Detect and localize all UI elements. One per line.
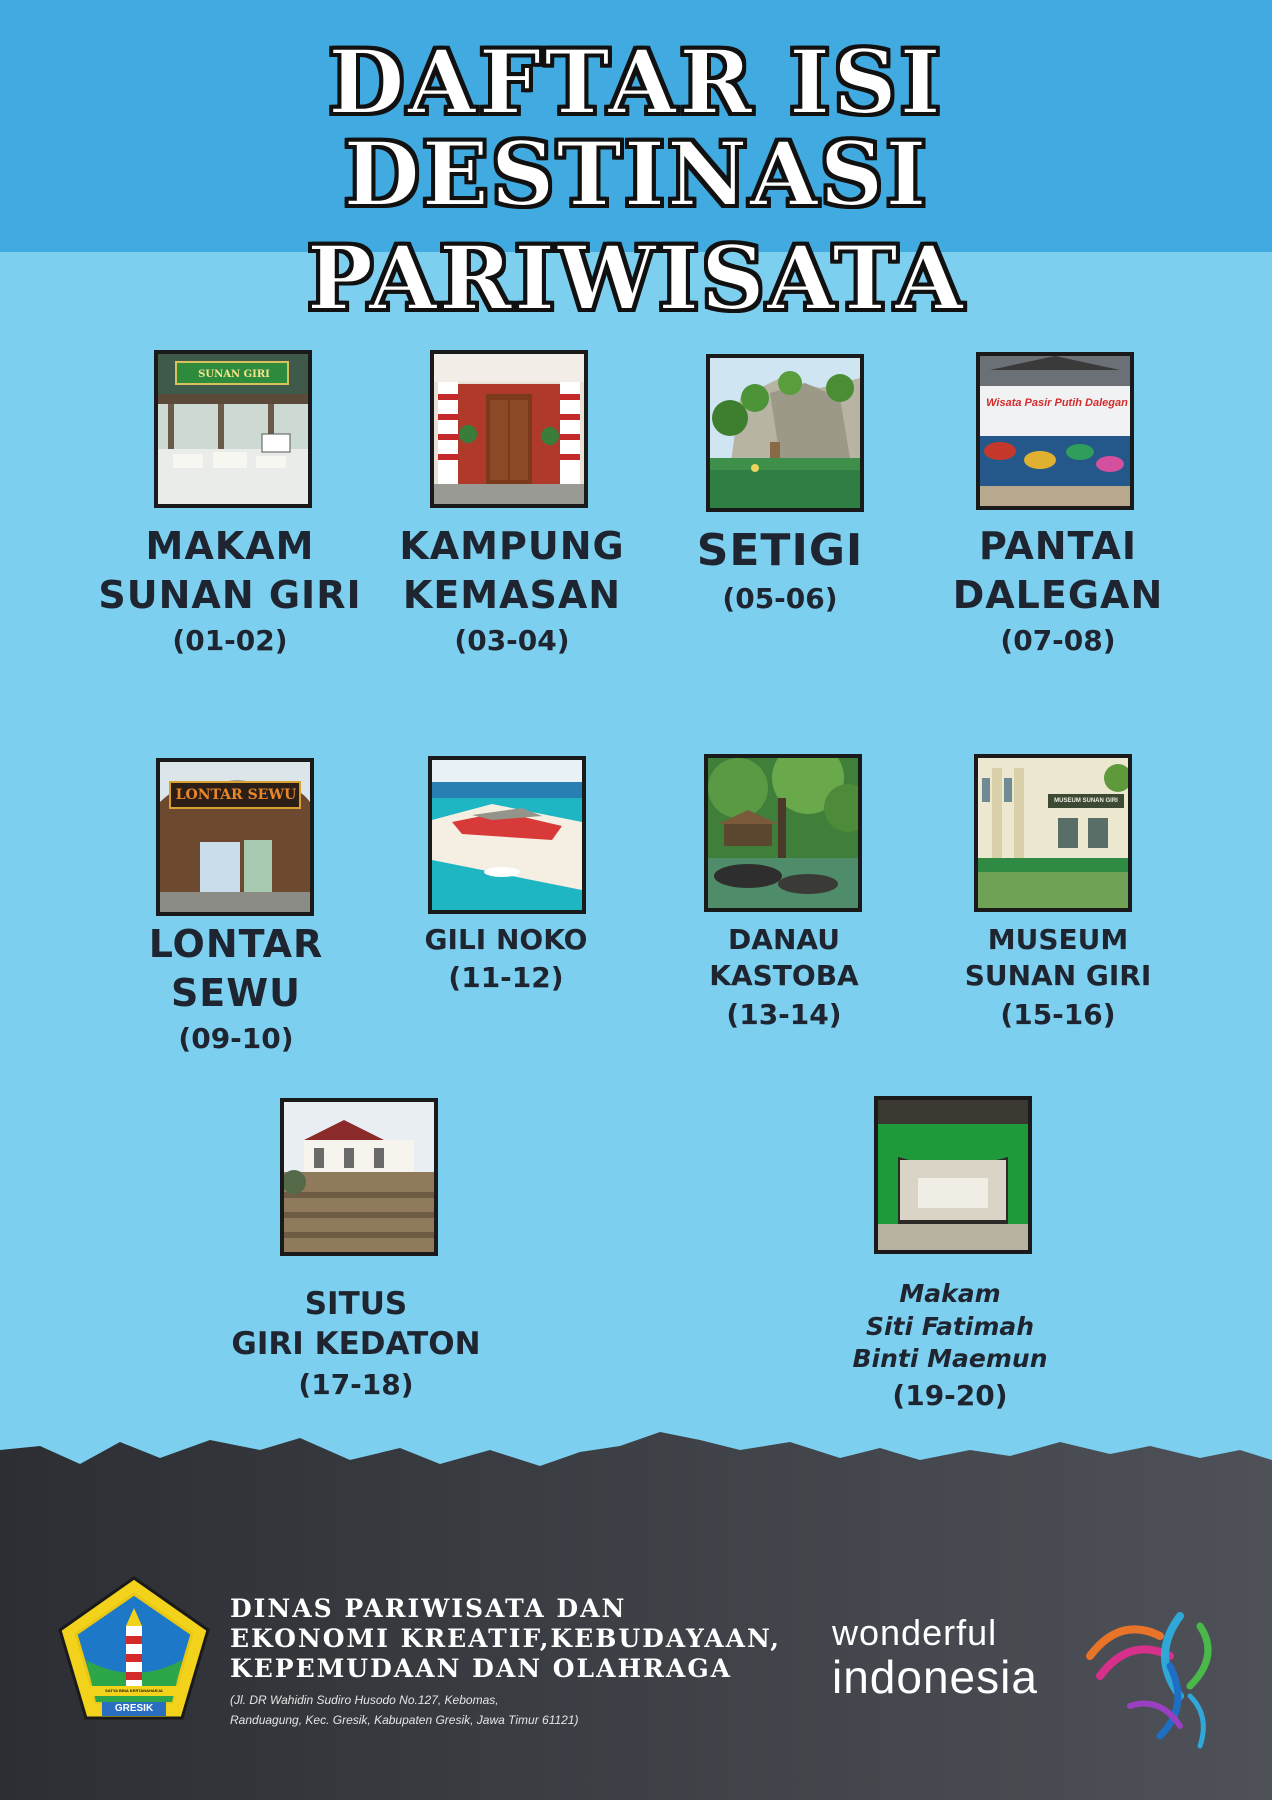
dest-setigi[interactable]: SETIGI (05-06): [640, 522, 920, 619]
photo-danau-kastoba: [704, 754, 862, 912]
dest-name-line: GIRI KEDATON: [231, 1326, 481, 1363]
brand-wonderful: wonderful: [832, 1612, 998, 1653]
dest-name-line: DANAU: [728, 923, 840, 956]
photo-pantai-dalegan: Wisata Pasir Putih Dalegan: [976, 352, 1134, 510]
dest-pages: (11-12): [448, 961, 564, 995]
photo-setigi: [706, 354, 864, 512]
organization-address: (Jl. DR Wahidin Sudiro Husodo No.127, Ke…: [230, 1690, 579, 1730]
photo-makam-sunan-giri: SUNAN GIRI: [154, 350, 312, 508]
dest-name-line: SUNAN GIRI: [98, 573, 362, 618]
dest-name-line: KAMPUNG: [399, 524, 625, 568]
dest-kampung-kemasan[interactable]: KAMPUNG KEMASAN (03-04): [372, 522, 652, 661]
dest-pages: (03-04): [454, 623, 570, 657]
photo-museum-sunan-giri: MUSEUM SUNAN GIRI: [974, 754, 1132, 912]
dest-lontar-sewu[interactable]: LONTAR SEWU (09-10): [96, 920, 376, 1059]
dest-name-line: SUNAN GIRI: [964, 959, 1152, 993]
dest-pages: (17-18): [298, 1367, 414, 1401]
dest-name-line: SEWU: [170, 971, 302, 1016]
org-line-3: KEPEMUDAAN DAN OLAHRAGA: [230, 1654, 733, 1683]
dest-makam-sunan-giri[interactable]: MAKAM SUNAN GIRI (01-02): [90, 522, 370, 661]
gresik-logo-motto: SATYA BINA KERTANAHARJA: [105, 1688, 163, 1693]
organization-name: DINAS PARIWISATA DAN EKONOMI KREATIF,KEB…: [230, 1594, 781, 1684]
photo-gili-noko: [428, 756, 586, 914]
dest-makam-siti-fatimah[interactable]: Makam Siti Fatimah Binti Maemun (19-20): [810, 1278, 1090, 1416]
dest-name-line: MUSEUM: [987, 923, 1129, 956]
address-line-1: (Jl. DR Wahidin Sudiro Husodo No.127, Ke…: [230, 1693, 499, 1707]
dest-name-line: Binti Maemun: [852, 1344, 1048, 1373]
photo-sign-museum-sunan-giri: MUSEUM SUNAN GIRI: [1054, 798, 1118, 804]
photo-kampung-kemasan: [430, 350, 588, 508]
org-line-1: DINAS PARIWISATA DAN: [230, 1594, 627, 1623]
dest-pages: (05-06): [722, 582, 838, 616]
dest-pages: (19-20): [892, 1378, 1008, 1412]
brand-indonesia: indonesia: [832, 1651, 1038, 1703]
dest-name-line: SITUS: [304, 1286, 408, 1322]
dest-name-line: KEMASAN: [402, 573, 622, 618]
dest-name-line: Makam: [899, 1279, 1001, 1308]
dest-name-line: SETIGI: [696, 525, 864, 576]
gresik-logo-label: GRESIK: [114, 1703, 154, 1714]
photo-situs-giri-kedaton: [280, 1098, 438, 1256]
footer-mountain-band: [0, 1432, 1272, 1800]
dest-pages: (15-16): [1000, 997, 1116, 1031]
dest-pages: (07-08): [1000, 623, 1116, 657]
dest-name-line: LONTAR: [148, 922, 324, 966]
dest-pantai-dalegan[interactable]: PANTAI DALEGAN (07-08): [918, 522, 1198, 661]
dest-name-line: MAKAM: [145, 524, 315, 568]
dest-pages: (13-14): [726, 997, 842, 1031]
photo-sign-pantai-dalegan: Wisata Pasir Putih Dalegan: [986, 397, 1128, 409]
photo-lontar-sewu: LONTAR SEWU: [156, 758, 314, 916]
dest-name-line: GILI NOKO: [424, 923, 588, 956]
dest-pages: (09-10): [178, 1021, 294, 1055]
dest-situs-giri-kedaton[interactable]: SITUS GIRI KEDATON (17-18): [216, 1284, 496, 1405]
dest-name-line: Siti Fatimah: [865, 1311, 1035, 1341]
dest-gili-noko[interactable]: GILI NOKO (11-12): [366, 922, 646, 998]
photo-sign-makam-sunan-giri: SUNAN GIRI: [198, 369, 270, 380]
org-line-2: EKONOMI KREATIF,KEBUDAYAAN,: [230, 1624, 781, 1653]
dest-danau-kastoba[interactable]: DANAU KASTOBA (13-14): [644, 922, 924, 1035]
title-line-2: DESTINASI PARIWISATA: [306, 121, 966, 331]
photo-makam-siti-fatimah: [874, 1096, 1032, 1254]
header-band: DAFTAR ISI DESTINASI PARIWISATA: [0, 0, 1272, 331]
dest-museum-sunan-giri[interactable]: MUSEUM SUNAN GIRI (15-16): [918, 922, 1198, 1035]
photo-sign-lontar-sewu: LONTAR SEWU: [175, 787, 297, 803]
dest-name-line: PANTAI: [978, 524, 1138, 568]
gresik-logo: SATYA BINA KERTANAHARJA GRESIK: [56, 1574, 212, 1722]
title-line-1: DAFTAR ISI: [327, 29, 944, 135]
dest-name-line: DALEGAN: [952, 573, 1164, 618]
wonderful-indonesia-bird-logo: [1086, 1612, 1212, 1749]
address-line-2: Randuagung, Kec. Gresik, Kabupaten Gresi…: [230, 1713, 579, 1727]
dest-name-line: KASTOBA: [709, 959, 859, 993]
dest-pages: (01-02): [172, 623, 288, 657]
